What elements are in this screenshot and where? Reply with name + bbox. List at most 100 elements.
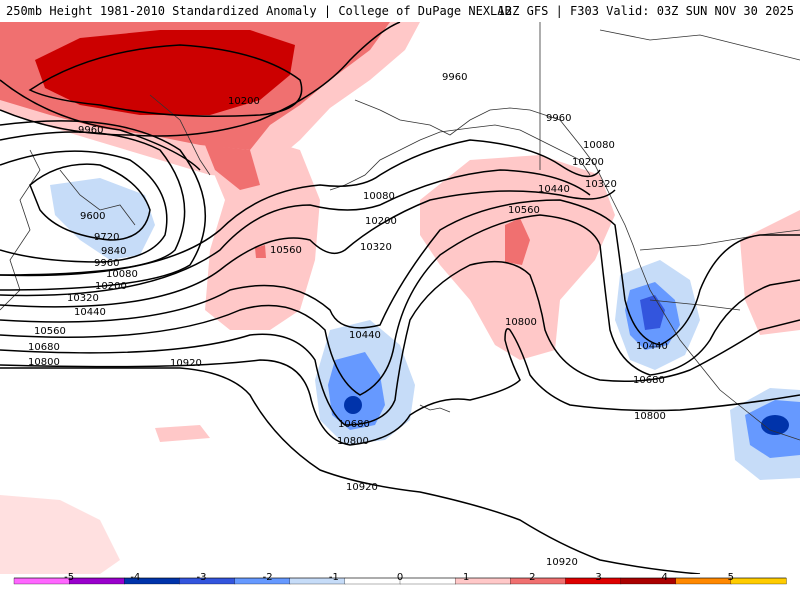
anomaly-area-negative-1 — [50, 178, 155, 260]
contour-label: 10920 — [170, 358, 202, 369]
contour-label: 10320 — [585, 179, 617, 190]
contour-label: 10680 — [28, 342, 60, 353]
contour-label: 10200 — [572, 157, 604, 168]
colorbar-segment — [565, 577, 622, 585]
anomaly-area-positive-10 — [255, 245, 266, 258]
anomaly-area-positive-4 — [740, 210, 800, 335]
anomaly-area-positive-9 — [505, 218, 530, 265]
colorbar-segment — [344, 577, 401, 585]
contour-10320 — [0, 189, 616, 308]
map-title: 250mb Height 1981-2010 Standardized Anom… — [6, 4, 512, 18]
contour-10200-closed — [28, 44, 303, 117]
anomaly-map: 9960 10200 9960 9960 10080 10200 10320 9… — [0, 22, 800, 574]
anomaly-center-negative-1 — [344, 396, 362, 414]
colorbar-segment — [399, 577, 456, 585]
anomaly-area-negative-5 — [328, 352, 385, 430]
contour-label: 10440 — [538, 184, 570, 195]
contour-label: 10320 — [67, 293, 99, 304]
contour-label: 10680 — [633, 375, 665, 386]
contour-label: 10920 — [346, 482, 378, 493]
contour-label: 10800 — [28, 357, 60, 368]
colorbar-segment — [620, 577, 677, 585]
contour-9960-lower — [0, 79, 201, 171]
border-canada-us — [639, 229, 800, 251]
coastline-north-america — [354, 99, 800, 441]
contour-label: 9960 — [94, 258, 119, 269]
contour-label: 9960 — [546, 113, 571, 124]
contour-label: 10320 — [360, 242, 392, 253]
colorbar-segment — [13, 577, 70, 585]
contour-label: 10080 — [106, 269, 138, 280]
colorbar-segment — [730, 577, 787, 585]
contour-label: 10800 — [634, 411, 666, 422]
map-header: 250mb Height 1981-2010 Standardized Anom… — [0, 0, 800, 22]
anomaly-center-negative-3 — [640, 295, 665, 330]
contour-label: 10440 — [74, 307, 106, 318]
contour-label: 10800 — [337, 436, 369, 447]
colorbar-segment — [675, 577, 732, 585]
contour-10440 — [0, 199, 800, 346]
anomaly-center-negative-2 — [761, 415, 789, 435]
model-run-info: 12Z GFS | F303 Valid: 03Z SUN NOV 30 202… — [497, 4, 794, 18]
colorbar-tick-label: 5 — [727, 572, 735, 583]
height-contours — [0, 22, 800, 574]
negative-anomaly-shading — [50, 178, 800, 480]
contour-label: 10440 — [349, 330, 381, 341]
colorbar-tick-label: -5 — [64, 572, 75, 583]
contour-label: 10800 — [505, 317, 537, 328]
colorbar-tick-label: -2 — [262, 572, 273, 583]
colorbar: -5 -4 -3 -2 -1 0 1 2 3 4 5 — [0, 572, 800, 600]
coastline-aleutians — [329, 124, 591, 191]
contour-9960-trough — [0, 120, 207, 291]
colorbar-segment — [510, 577, 567, 585]
colorbar-tick-label: 4 — [661, 572, 668, 583]
positive-anomaly-shading — [0, 22, 800, 574]
contour-10800 — [0, 328, 800, 446]
coastlines — [0, 22, 800, 441]
contour-10920 — [0, 367, 701, 574]
colorbar-tick-label: 2 — [529, 572, 536, 583]
contour-label: 9840 — [101, 246, 126, 257]
coastline-kuril — [59, 169, 136, 226]
coastline-arctic — [599, 29, 800, 61]
contour-label: 9720 — [94, 232, 119, 243]
anomaly-area-positive-5 — [0, 495, 120, 574]
colorbar-tick-label: 0 — [396, 572, 404, 583]
colorbar-segment — [68, 577, 125, 585]
anomaly-area-positive-8 — [205, 145, 260, 190]
contour-label: 10080 — [583, 140, 615, 151]
contour-9720 — [0, 150, 168, 263]
contour-label: 10440 — [636, 341, 668, 352]
coastline-hawaii — [419, 404, 451, 413]
contour-labels: 9960 10200 9960 9960 10080 10200 10320 9… — [28, 72, 668, 568]
contour-label: 10680 — [338, 419, 370, 430]
contour-10680 — [0, 260, 800, 426]
contour-label: 9600 — [80, 211, 105, 222]
contour-10080 — [0, 139, 601, 277]
colorbar-tick-label: 1 — [462, 572, 470, 583]
contour-label: 10560 — [508, 205, 540, 216]
map-canvas: 9960 10200 9960 9960 10080 10200 10320 9… — [0, 22, 800, 574]
colorbar-tick-label: -3 — [196, 572, 207, 583]
contour-9600 — [29, 163, 151, 241]
contour-label: 10200 — [95, 281, 127, 292]
contour-label: 10200 — [228, 96, 260, 107]
colorbar-segment — [179, 577, 236, 585]
contour-label: 10920 — [546, 557, 578, 568]
colorbar-tick-label: 3 — [595, 572, 602, 583]
colorbar-scale — [13, 577, 787, 585]
colorbar-tick-label: -4 — [130, 572, 141, 583]
colorbar-tick-label: -1 — [328, 572, 339, 583]
contour-label: 10560 — [270, 245, 302, 256]
border-us-mexico — [649, 299, 741, 311]
coastline-kamchatka — [149, 94, 211, 176]
anomaly-area-positive-2 — [200, 135, 320, 330]
contour-10560 — [0, 214, 800, 396]
contour-label: 10080 — [363, 191, 395, 202]
contour-label: 10560 — [34, 326, 66, 337]
anomaly-area-positive-6 — [155, 425, 210, 442]
contour-label: 9960 — [78, 125, 103, 136]
contour-label: 9960 — [442, 72, 467, 83]
contour-label: 10200 — [365, 216, 397, 227]
contour-10200 — [0, 169, 591, 297]
